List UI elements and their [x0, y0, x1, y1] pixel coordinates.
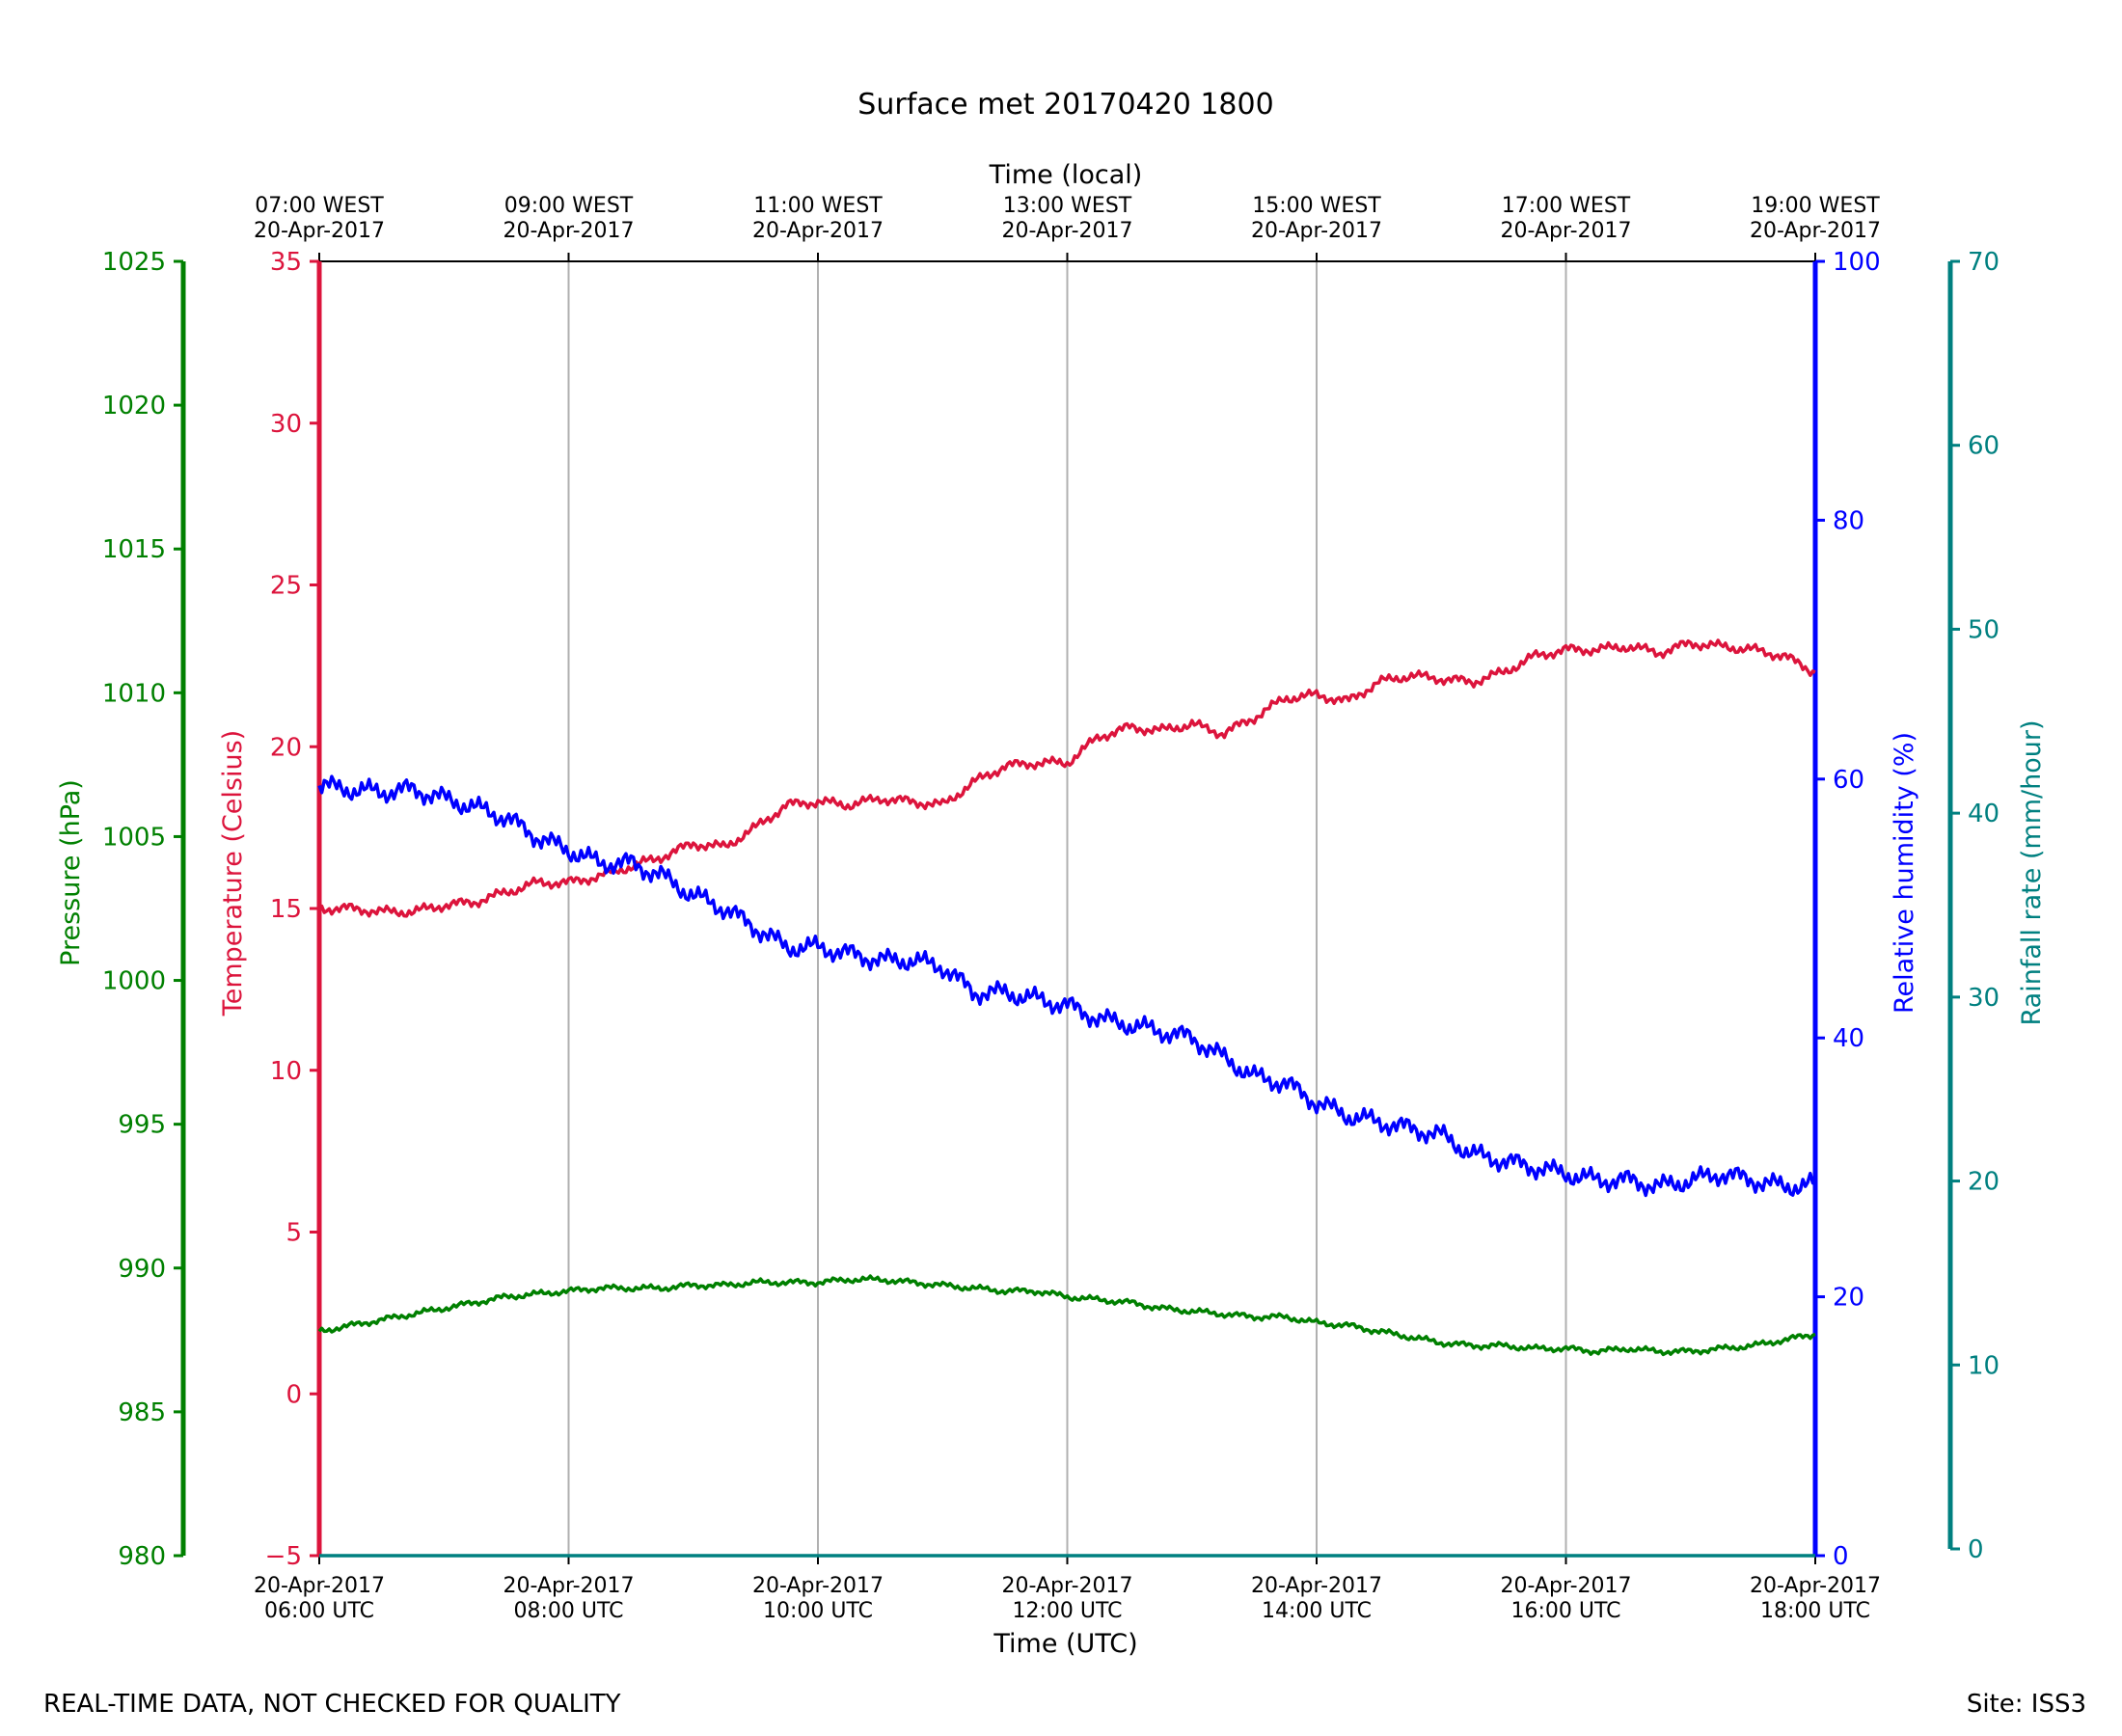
- x-tick-label-top-date: 20-Apr-2017: [503, 219, 634, 243]
- pressure-series-line: [317, 1274, 1816, 1357]
- x-tick-label-bottom-date: 20-Apr-2017: [503, 1574, 634, 1598]
- humidity-tick-label: 80: [1833, 506, 1864, 535]
- temperature-tick-label: 5: [286, 1219, 302, 1248]
- pressure-tick-label: 1020: [102, 392, 166, 420]
- pressure-tick-label: 985: [118, 1398, 166, 1427]
- pressure-tick-label: 1005: [102, 823, 166, 852]
- relative-humidity-series-line: [317, 774, 1816, 1198]
- x-tick-label-top-time: 17:00 WEST: [1502, 194, 1631, 218]
- x-tick-label-top-time: 15:00 WEST: [1252, 194, 1381, 218]
- rainfall-tick-label: 50: [1968, 615, 2000, 644]
- pressure-tick-label: 1015: [102, 535, 166, 564]
- temperature-tick-label: 10: [270, 1057, 302, 1086]
- chart-title: Surface met 20170420 1800: [857, 88, 1273, 122]
- footer-quality-note: REAL-TIME DATA, NOT CHECKED FOR QUALITY: [43, 1690, 621, 1719]
- pressure-tick-label: 990: [118, 1255, 166, 1284]
- humidity-tick-label: 40: [1833, 1024, 1864, 1053]
- x-tick-label-top-date: 20-Apr-2017: [254, 219, 385, 243]
- x-tick-label-top-time: 07:00 WEST: [255, 194, 384, 218]
- x-tick-label-top-time: 11:00 WEST: [753, 194, 883, 218]
- x-tick-label-top-date: 20-Apr-2017: [752, 219, 884, 243]
- rainfall-tick-label: 0: [1968, 1535, 1984, 1564]
- pressure-tick-label: 1010: [102, 679, 166, 708]
- x-tick-label-bottom-time: 12:00 UTC: [1012, 1599, 1122, 1623]
- x-tick-label-bottom-date: 20-Apr-2017: [254, 1574, 385, 1598]
- humidity-tick-label: 20: [1833, 1284, 1864, 1313]
- humidity-axis-label: Relative humidity (%): [1890, 732, 1919, 1014]
- temperature-tick-label: 30: [270, 410, 302, 439]
- x-tick-label-bottom-time: 10:00 UTC: [763, 1599, 873, 1623]
- x-tick-label-bottom-date: 20-Apr-2017: [1750, 1574, 1881, 1598]
- pressure-axis-label: Pressure (hPa): [56, 779, 86, 966]
- x-tick-label-top-time: 09:00 WEST: [504, 194, 634, 218]
- x-tick-label-bottom-date: 20-Apr-2017: [752, 1574, 884, 1598]
- temperature-tick-label: 0: [286, 1380, 302, 1409]
- humidity-tick-label: 100: [1833, 248, 1881, 277]
- humidity-tick-label: 60: [1833, 766, 1864, 795]
- x-tick-label-top-time: 13:00 WEST: [1003, 194, 1132, 218]
- rainfall-axis-label: Rainfall rate (mm/hour): [2017, 720, 2047, 1026]
- rainfall-tick-label: 60: [1968, 432, 2000, 461]
- rainfall-tick-label: 30: [1968, 984, 2000, 1013]
- temperature-tick-label: 15: [270, 895, 302, 924]
- temperature-tick-label: −5: [265, 1542, 302, 1571]
- bottom-axis-label: Time (UTC): [993, 1629, 1137, 1659]
- pressure-tick-label: 995: [118, 1111, 166, 1140]
- x-tick-label-bottom-time: 16:00 UTC: [1510, 1599, 1620, 1623]
- x-tick-label-top-date: 20-Apr-2017: [1500, 219, 1631, 243]
- x-tick-label-bottom-date: 20-Apr-2017: [1001, 1574, 1132, 1598]
- pressure-tick-label: 980: [118, 1542, 166, 1571]
- x-tick-label-top-date: 20-Apr-2017: [1750, 219, 1881, 243]
- pressure-tick-label: 1000: [102, 967, 166, 996]
- rainfall-tick-label: 20: [1968, 1168, 2000, 1197]
- temperature-series-line: [317, 638, 1816, 918]
- x-tick-label-top-date: 20-Apr-2017: [1251, 219, 1382, 243]
- rainfall-tick-label: 10: [1968, 1351, 2000, 1380]
- x-tick-label-bottom-time: 08:00 UTC: [513, 1599, 623, 1623]
- x-tick-label-bottom-time: 14:00 UTC: [1262, 1599, 1372, 1623]
- x-tick-label-bottom-date: 20-Apr-2017: [1500, 1574, 1631, 1598]
- top-axis-label: Time (local): [989, 160, 1143, 190]
- temperature-axis-label: Temperature (Celsius): [218, 730, 248, 1017]
- temperature-tick-label: 35: [270, 248, 302, 277]
- x-tick-label-bottom-time: 06:00 UTC: [264, 1599, 374, 1623]
- rainfall-tick-label: 70: [1968, 248, 2000, 277]
- humidity-tick-label: 0: [1833, 1542, 1849, 1571]
- pressure-tick-label: 1025: [102, 248, 166, 277]
- temperature-tick-label: 25: [270, 572, 302, 601]
- footer-site: Site: ISS3: [1967, 1690, 2086, 1719]
- temperature-tick-label: 20: [270, 733, 302, 762]
- x-tick-label-bottom-date: 20-Apr-2017: [1251, 1574, 1382, 1598]
- x-tick-label-top-date: 20-Apr-2017: [1001, 219, 1132, 243]
- rainfall-tick-label: 40: [1968, 800, 2000, 828]
- x-tick-label-top-time: 19:00 WEST: [1751, 194, 1880, 218]
- x-tick-label-bottom-time: 18:00 UTC: [1760, 1599, 1870, 1623]
